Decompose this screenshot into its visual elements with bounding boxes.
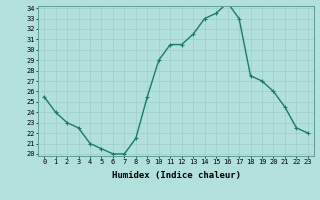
X-axis label: Humidex (Indice chaleur): Humidex (Indice chaleur)	[111, 171, 241, 180]
